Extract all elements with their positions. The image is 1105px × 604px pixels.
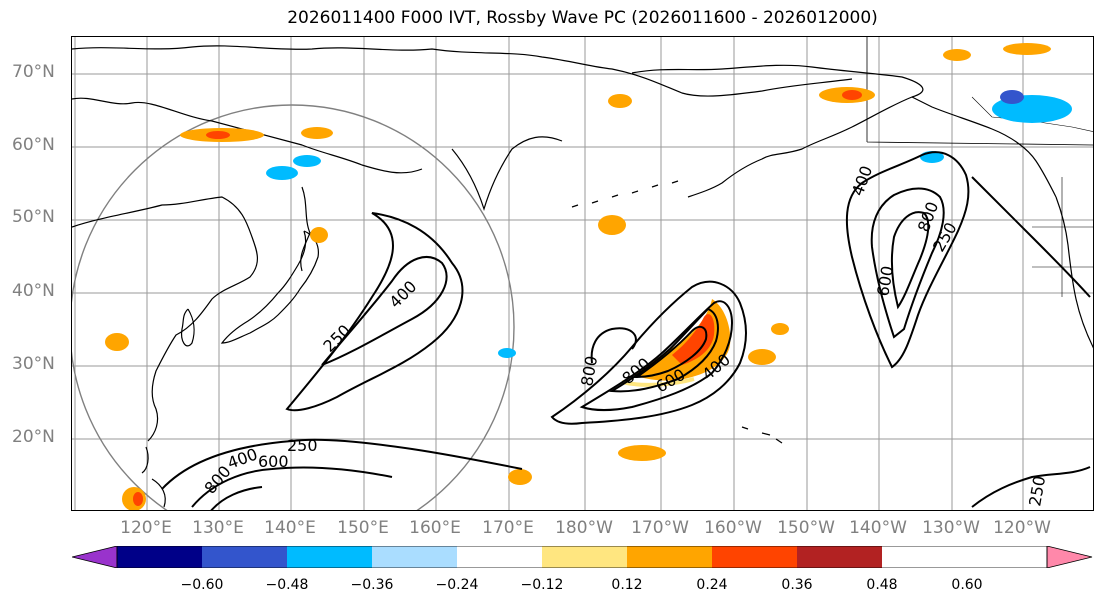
lon-label-160w: 160°W bbox=[704, 518, 762, 538]
colorbar-swatch-1 bbox=[117, 546, 202, 568]
lon-label-150w: 150°W bbox=[777, 518, 835, 538]
contour-label-400-south: 400 bbox=[225, 444, 260, 472]
colorbar-swatch-6 bbox=[542, 546, 627, 568]
lon-label-140w: 140°W bbox=[849, 518, 907, 538]
map-title: 2026011400 F000 IVT, Rossby Wave PC (202… bbox=[287, 8, 878, 28]
lon-label-120e: 120°E bbox=[120, 518, 172, 538]
colorbar-tick-1: −0.60 bbox=[180, 577, 224, 593]
map-panel[interactable]: 250 400 250 400 600 800 600 400 800 800 … bbox=[71, 36, 1094, 511]
lat-label-40n: 40°N bbox=[12, 281, 55, 301]
colorbar-tick-6: 0.12 bbox=[611, 577, 643, 593]
positive-anomaly-bering bbox=[608, 94, 632, 108]
graticule bbox=[72, 37, 1093, 510]
colorbar-tick-8: 0.36 bbox=[781, 577, 813, 593]
colorbar-tick-5: −0.12 bbox=[520, 577, 564, 593]
colorbar-swatch-2 bbox=[202, 546, 287, 568]
colorbar-right-arrow bbox=[1046, 545, 1093, 569]
lat-label-20n: 20°N bbox=[12, 427, 55, 447]
lat-label-70n: 70°N bbox=[12, 62, 55, 82]
colorbar-swatch-8 bbox=[712, 546, 797, 568]
lat-label-50n: 50°N bbox=[12, 207, 55, 227]
lon-label-130e: 130°E bbox=[192, 518, 244, 538]
colorbar-swatch-3 bbox=[287, 546, 372, 568]
colorbar-left-arrow bbox=[71, 545, 118, 569]
negative-anomaly-east-china bbox=[498, 348, 516, 358]
colorbar-tick-2: −0.48 bbox=[265, 577, 309, 593]
positive-anomaly-ne-pacific bbox=[748, 349, 776, 365]
colorbar-swatch-7 bbox=[627, 546, 712, 568]
region-circle bbox=[72, 104, 515, 510]
colorbar-swatch-9 bbox=[797, 546, 882, 568]
contour-label-400-alaska: 400 bbox=[848, 163, 876, 198]
strong-anomaly-alaska bbox=[842, 90, 862, 100]
colorbar-swatch-4 bbox=[372, 546, 457, 568]
negative-anomaly-sakhalin bbox=[266, 166, 298, 180]
strong-anomaly-pacific bbox=[672, 314, 715, 365]
colorbar-swatch-5 bbox=[457, 546, 542, 568]
contour-label-250-west: 250 bbox=[319, 321, 354, 356]
strong-anomaly-taiwan bbox=[133, 492, 143, 506]
lon-label-120w: 120°W bbox=[993, 518, 1051, 538]
contour-label-250-east: 250 bbox=[1025, 474, 1049, 507]
positive-anomaly-north-center bbox=[598, 215, 626, 235]
contour-label-600-south: 600 bbox=[258, 452, 289, 471]
strong-negative-anomaly-canada bbox=[1000, 90, 1024, 104]
lon-label-140e: 140°E bbox=[264, 518, 316, 538]
lon-label-150e: 150°E bbox=[337, 518, 389, 538]
colorbar-tick-10: 0.60 bbox=[951, 577, 983, 593]
lat-label-30n: 30°N bbox=[12, 354, 55, 374]
lon-label-180w: 180°W bbox=[555, 518, 613, 538]
colorbar bbox=[71, 545, 1094, 572]
positive-anomaly-kamchatka bbox=[301, 127, 333, 139]
colorbar-svg bbox=[71, 545, 1093, 569]
lat-label-60n: 60°N bbox=[12, 135, 55, 155]
coastlines bbox=[72, 37, 1093, 508]
negative-anomaly-siberia bbox=[293, 155, 321, 167]
positive-anomaly-west-canada bbox=[943, 49, 971, 61]
positive-anomaly-south bbox=[508, 469, 532, 485]
light-anomaly-pacific bbox=[621, 377, 695, 387]
colorbar-tick-9: 0.48 bbox=[866, 577, 898, 593]
lon-label-160e: 160°E bbox=[409, 518, 461, 538]
lon-label-170e: 170°E bbox=[482, 518, 534, 538]
positive-anomaly-far-ne bbox=[1003, 43, 1051, 55]
colorbar-tick-4: −0.24 bbox=[435, 577, 479, 593]
contour-label-250-south: 250 bbox=[287, 436, 318, 455]
ivt-contours bbox=[161, 151, 1091, 510]
strong-anomaly-okhotsk bbox=[206, 131, 230, 139]
positive-anomaly-japan bbox=[310, 227, 328, 243]
lon-label-130w: 130°W bbox=[922, 518, 980, 538]
positive-anomaly-subtropics bbox=[618, 445, 666, 461]
positive-anomaly-korea bbox=[105, 333, 129, 351]
lon-label-170w: 170°W bbox=[631, 518, 689, 538]
colorbar-tick-3: −0.36 bbox=[350, 577, 394, 593]
positive-anomaly-ne-pacific-2 bbox=[771, 323, 789, 335]
map-canvas: 250 400 250 400 600 800 600 400 800 800 … bbox=[72, 37, 1093, 510]
colorbar-tick-7: 0.24 bbox=[696, 577, 728, 593]
